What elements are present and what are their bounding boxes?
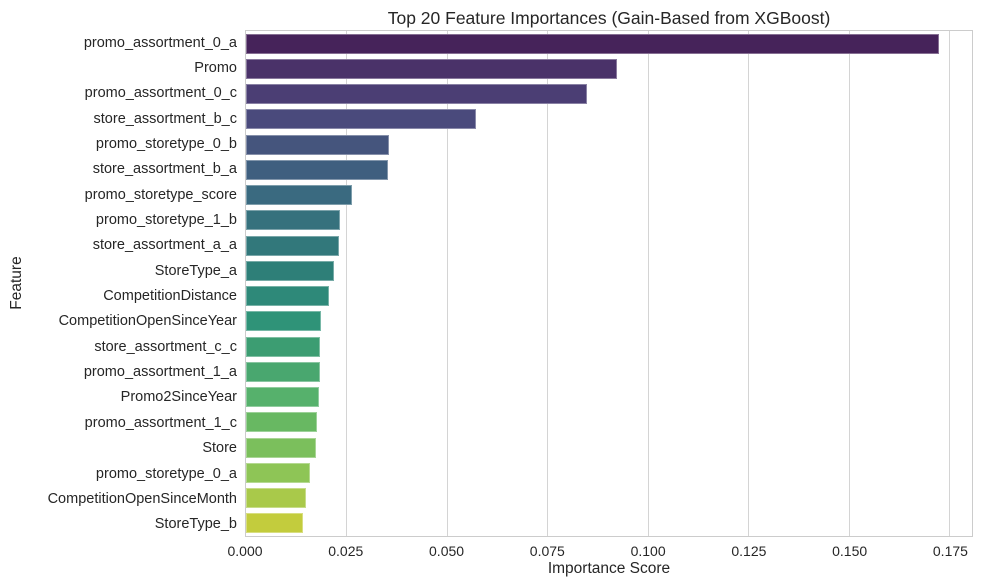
bar-row [246, 157, 972, 182]
gridline [748, 31, 750, 536]
y-tick-label: promo_assortment_1_c [84, 414, 237, 431]
y-tick-label: promo_storetype_1_b [95, 212, 237, 229]
gridline [848, 31, 850, 536]
bar [246, 185, 352, 206]
y-tick-label: promo_assortment_0_c [84, 85, 237, 102]
bar-row [246, 309, 972, 334]
bar-row [246, 82, 972, 107]
bar-row [246, 183, 972, 208]
y-tick-label: CompetitionDistance [103, 288, 237, 305]
bar-row [246, 435, 972, 460]
x-tick-label: 0.000 [227, 543, 263, 559]
bar-row [246, 410, 972, 435]
y-tick-label: StoreType_b [154, 516, 237, 533]
y-tick-labels: promo_assortment_0_a Promo promo_assortmen… [0, 30, 237, 537]
y-tick-label: CompetitionOpenSinceMonth [47, 490, 237, 507]
bar-row [246, 385, 972, 410]
gridline [346, 31, 348, 536]
bar [246, 361, 320, 382]
bar [246, 210, 340, 231]
bar [246, 58, 618, 79]
bar-row [246, 486, 972, 511]
bar [246, 513, 304, 534]
bar-row [246, 107, 972, 132]
y-tick-label: store_assortment_a_a [92, 237, 237, 254]
bar [246, 84, 588, 105]
y-tick-label: promo_assortment_0_a [83, 34, 237, 51]
x-tick-labels: 0.000 0.025 0.050 0.075 0.100 0.125 0.150 0.175 [227, 543, 973, 559]
bar [246, 286, 329, 307]
bar [246, 109, 476, 130]
y-tick-label: Promo [194, 60, 237, 77]
x-tick-label: 0.175 [932, 543, 968, 559]
y-tick-label: store_assortment_c_c [94, 338, 237, 355]
y-tick-label: promo_storetype_score [84, 186, 237, 203]
bar-row [246, 233, 972, 258]
y-tick-label: promo_assortment_1_a [83, 364, 237, 381]
x-tick-label: 0.150 [832, 543, 868, 559]
bar-row [246, 284, 972, 309]
bar-row [246, 31, 972, 56]
bar [246, 412, 317, 433]
bar [246, 387, 320, 408]
x-tick-label: 0.100 [630, 543, 666, 559]
bar [246, 33, 939, 54]
bars-container [246, 31, 972, 536]
x-tick-label: 0.075 [529, 543, 565, 559]
plot-area [245, 30, 973, 537]
y-tick-label: promo_storetype_0_a [95, 465, 237, 482]
bar [246, 134, 390, 155]
chart-title: Top 20 Feature Importances (Gain-Based f… [387, 8, 831, 28]
y-tick-label: promo_storetype_0_b [95, 136, 237, 153]
bar [246, 462, 310, 483]
y-tick-label: Promo2SinceYear [120, 389, 237, 406]
bar-row [246, 334, 972, 359]
bar-row [246, 56, 972, 81]
bar-row [246, 511, 972, 536]
y-tick-label: store_assortment_b_a [92, 161, 237, 178]
x-tick-label: 0.125 [731, 543, 767, 559]
bar-row [246, 132, 972, 157]
bar-row [246, 258, 972, 283]
gridline [547, 31, 549, 536]
bar [246, 437, 316, 458]
y-tick-label: CompetitionOpenSinceYear [58, 313, 237, 330]
bar [246, 235, 339, 256]
gridline [446, 31, 448, 536]
y-tick-label: Store [202, 440, 237, 457]
x-axis-label: Importance Score [547, 560, 671, 577]
y-tick-label: store_assortment_b_c [93, 110, 237, 127]
bar-row [246, 208, 972, 233]
gridline [647, 31, 649, 536]
gridline [949, 31, 951, 536]
bar [246, 488, 306, 509]
bar [246, 159, 388, 180]
y-tick-label: StoreType_a [154, 262, 237, 279]
x-tick-label: 0.050 [429, 543, 465, 559]
bar-row [246, 460, 972, 485]
bar [246, 336, 320, 357]
bar [246, 311, 321, 332]
bar [246, 260, 334, 281]
x-tick-label: 0.025 [328, 543, 364, 559]
bar-row [246, 359, 972, 384]
